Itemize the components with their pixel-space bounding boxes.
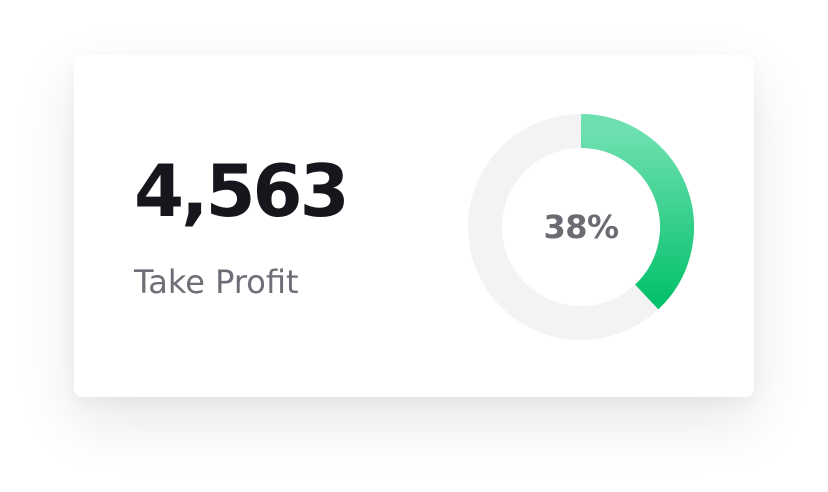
progress-ring-graphic — [468, 114, 694, 340]
progress-arc — [580, 114, 694, 310]
stat-card: 4,563 Take Profit 38% — [74, 55, 754, 397]
progress-ring: 38% — [467, 113, 695, 341]
stat-label: Take Profit — [134, 263, 299, 301]
progress-percent: 38% — [543, 208, 619, 246]
stat-value: 4,563 — [134, 149, 350, 233]
